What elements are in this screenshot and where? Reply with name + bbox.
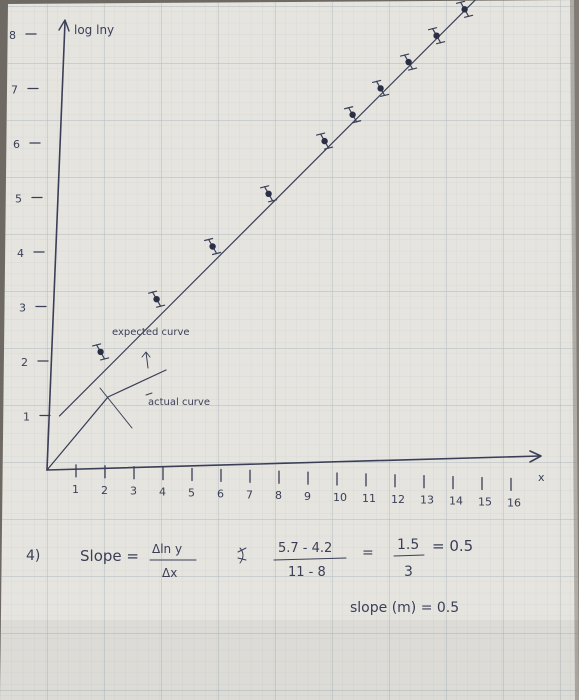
x-tick-label: 9	[304, 490, 311, 503]
error-cap-bottom	[464, 14, 474, 18]
error-cap-bottom	[268, 199, 278, 203]
error-cap-bottom	[352, 120, 362, 124]
data-point	[372, 79, 390, 98]
data-series	[58, 0, 477, 417]
x-tick-label: 11	[362, 492, 376, 505]
data-point-dot	[209, 243, 216, 250]
data-point	[428, 27, 446, 45]
x-tick-label: 8	[275, 489, 282, 502]
error-cap-top	[400, 53, 410, 57]
photo-shadow	[0, 620, 579, 700]
actual-arrow-icon	[145, 392, 153, 396]
frac-bar	[393, 554, 425, 557]
scribble-mark	[237, 547, 247, 564]
x-tick-label: 10	[333, 491, 347, 504]
item-number: 4)	[26, 548, 40, 564]
data-point	[91, 343, 110, 361]
error-cap-bottom	[436, 41, 446, 45]
error-cap-top	[91, 343, 102, 347]
slope-word: Slope =	[80, 547, 139, 565]
data-point-dot	[377, 85, 384, 92]
error-cap-bottom	[408, 67, 418, 71]
x-axis-arrow-icon	[529, 450, 542, 463]
data-point	[204, 237, 222, 256]
slope-denominator: Δx	[162, 566, 177, 580]
data-point	[456, 0, 474, 18]
frac-numerator: 1.5	[397, 537, 419, 553]
data-point	[260, 185, 278, 203]
y-tick-label: 8	[9, 29, 16, 42]
slope-result: = 0.5	[432, 537, 473, 555]
y-tick-label: 7	[11, 84, 18, 97]
data-point-dot	[349, 111, 356, 118]
actual-curve-label: actual curve	[148, 397, 210, 408]
x-tick-label: 2	[101, 484, 108, 497]
error-cap-top	[456, 0, 466, 4]
data-point-dot	[321, 137, 328, 145]
y-tick-label: 4	[17, 247, 24, 260]
y-axis-arrow-icon	[58, 19, 70, 32]
error-cap-top	[372, 79, 382, 84]
frac-denominator: 3	[404, 564, 413, 580]
error-cap-top	[148, 290, 158, 294]
calc-equals: =	[362, 545, 374, 561]
calc-numerator: 5.7 - 4.2	[278, 541, 332, 556]
calc-fraction-bar	[273, 557, 347, 561]
y-tick-label: 5	[15, 193, 22, 206]
expected-curve-label: expected curve	[112, 327, 190, 338]
expected-arrow-icon	[141, 351, 151, 369]
x-tick-label: 14	[449, 495, 463, 508]
data-point-dot	[153, 296, 160, 303]
data-point	[316, 132, 334, 150]
error-cap-bottom	[99, 357, 110, 361]
y-axis-line	[46, 21, 66, 471]
data-point	[400, 53, 418, 71]
data-point	[344, 106, 362, 124]
error-cap-top	[260, 185, 270, 189]
y-tick-label: 3	[19, 302, 26, 315]
x-tick-label: 16	[507, 496, 521, 509]
data-point	[148, 290, 166, 308]
x-tick-label: 6	[217, 487, 224, 500]
data-point-dot	[265, 190, 272, 197]
x-tick-label: 3	[130, 485, 137, 498]
data-point-dot	[461, 6, 468, 13]
data-point-dot	[433, 32, 440, 39]
y-tick-label: 1	[23, 411, 30, 424]
error-cap-top	[316, 132, 326, 136]
x-tick-label: 5	[188, 487, 195, 500]
y-tick-label: 2	[21, 356, 28, 369]
x-axis-line	[46, 455, 541, 471]
error-cap-bottom	[380, 93, 390, 98]
x-tick-label: 4	[159, 486, 166, 499]
error-cap-top	[344, 106, 354, 110]
slope-conclusion: slope (m) = 0.5	[350, 600, 459, 616]
y-axis-title: log lny	[74, 23, 114, 37]
y-tick-label: 6	[13, 138, 20, 151]
error-cap-bottom	[212, 251, 222, 256]
data-point-dot	[405, 58, 412, 66]
error-cap-bottom	[324, 146, 334, 150]
best-fit-line	[58, 0, 477, 417]
x-tick-label: 7	[246, 488, 253, 501]
x-tick-label: 15	[478, 496, 492, 509]
error-cap-top	[204, 237, 214, 242]
actual-curve	[46, 396, 109, 471]
calc-denominator: 11 - 8	[288, 565, 326, 580]
slope-calculation: 4) Slope = Δln y Δx 5.7 - 4.2 11 - 8 = 1…	[26, 537, 473, 616]
x-tick-label: 13	[420, 494, 434, 507]
x-tick-label: 1	[72, 483, 79, 496]
data-point-dot	[97, 348, 104, 356]
slope-triangle-line	[99, 387, 133, 429]
x-axis-title: x	[538, 471, 545, 484]
x-tick-label: 12	[391, 493, 405, 506]
error-cap-bottom	[156, 304, 166, 308]
annotations: log lny x expected curve actual curve	[46, 23, 545, 484]
error-cap-top	[428, 27, 438, 31]
slope-numerator: Δln y	[152, 542, 182, 556]
